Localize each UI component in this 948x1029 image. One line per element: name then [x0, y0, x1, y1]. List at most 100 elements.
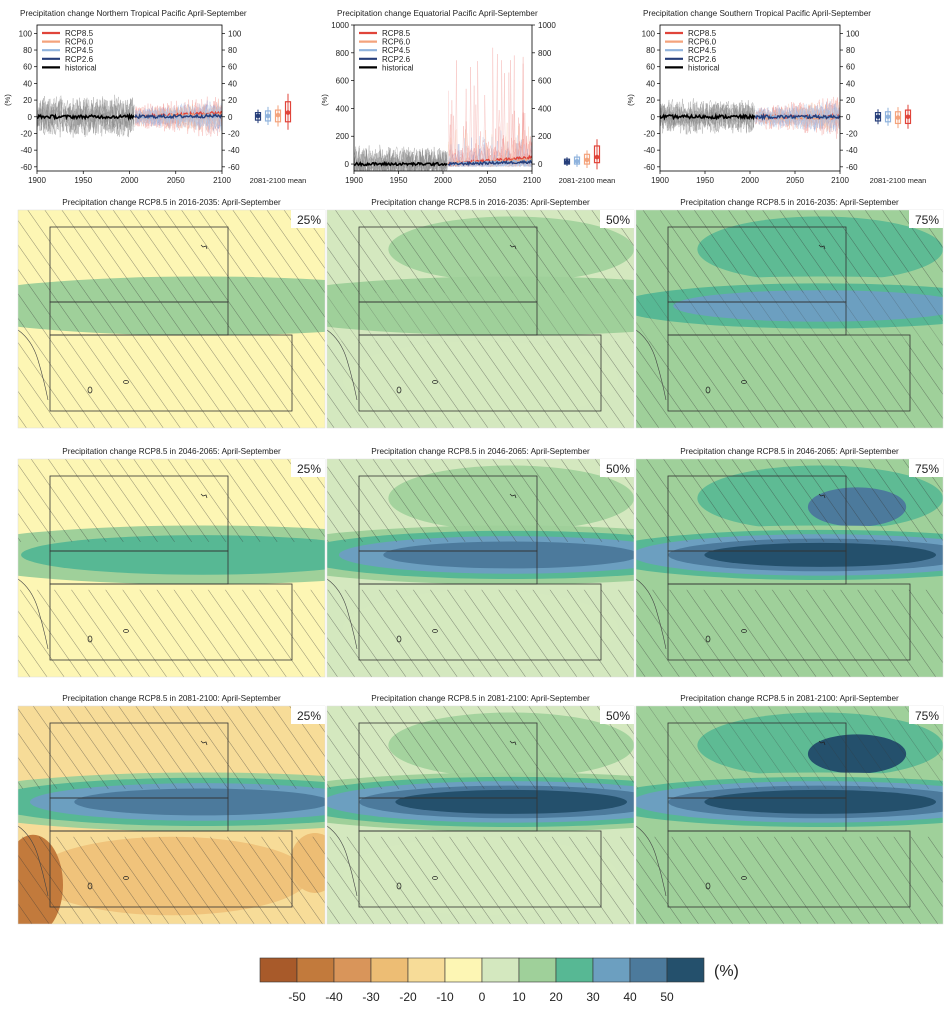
scenario-member-line [448, 72, 532, 167]
legend-label: historical [65, 63, 97, 72]
historical-mean-line [660, 112, 756, 121]
y-tick-label-right: 60 [846, 63, 855, 72]
map-area [327, 459, 634, 677]
colorbar-tick-label: -20 [399, 990, 417, 1004]
map-equatorial-band [704, 542, 937, 567]
map-frame [17, 705, 326, 925]
region-box-south [358, 334, 602, 412]
island-outline [741, 629, 747, 633]
map-hatch-north [636, 210, 943, 293]
timeseries-panel-1: Precipitation change Northern Tropical P… [3, 9, 306, 185]
scenario-member-line [134, 104, 222, 132]
map-area [18, 210, 325, 428]
map-hatch-south [636, 340, 943, 428]
plot-frame [659, 24, 841, 172]
mean-dot-RCP4.5 [885, 114, 891, 120]
coastline [636, 578, 667, 650]
island-outline [509, 493, 517, 499]
y-tick-label-right: 100 [228, 29, 242, 38]
island-outline [396, 386, 402, 394]
map-area [327, 706, 634, 924]
map-equatorial-band [21, 535, 325, 575]
scenario-member-line [448, 47, 532, 167]
y-tick-label-right: -60 [228, 163, 240, 172]
scenario-member-line [755, 101, 840, 131]
y-tick-label-right: 40 [846, 79, 855, 88]
island-outline [123, 629, 129, 633]
plot-area [37, 94, 222, 138]
y-tick-label: 0 [28, 113, 33, 122]
y-tick-label-right: 200 [538, 132, 552, 141]
percentile-label-bg [291, 706, 325, 724]
map-hatch-south [18, 589, 325, 677]
scenario-mean-line-RCP2.6 [754, 112, 840, 121]
x-tick-label: 2100 [523, 176, 541, 185]
map-frame [326, 458, 635, 678]
y-tick-label-right: -60 [846, 163, 858, 172]
y-tick-label-right: 600 [538, 77, 552, 86]
map-title: Precipitation change RCP8.5 in 2046-2065… [371, 447, 590, 456]
percentile-label: 25% [297, 462, 321, 476]
mean-dot-RCP8.5 [285, 110, 291, 115]
map-hatch-north [327, 706, 634, 789]
map-area [636, 210, 943, 428]
scenario-member-line [134, 104, 222, 131]
mean-box-RCP8.5 [593, 145, 601, 164]
scenario-mean-line-RCP2.6 [447, 159, 532, 167]
island-outline [705, 635, 711, 643]
percentile-label-bg [600, 459, 634, 477]
percentile-label-bg [909, 459, 943, 477]
legend-label: RCP2.6 [382, 55, 411, 64]
y-tick-label: -40 [643, 146, 655, 155]
y-tick-label-right: 80 [228, 46, 237, 55]
x-tick-label: 2000 [741, 176, 759, 185]
mean-box-RCP4.5 [264, 110, 272, 122]
percentile-label: 50% [606, 709, 630, 723]
colorbar-swatch [481, 957, 520, 983]
plot-area [354, 47, 532, 171]
map-frame [326, 209, 635, 429]
y-tick-label: 60 [646, 63, 655, 72]
percentile-label: 75% [915, 709, 939, 723]
scenario-member-line [755, 105, 840, 130]
mean-box-RCP6.0 [274, 109, 282, 123]
colorbar-tick-label: -40 [325, 990, 343, 1004]
coastline [327, 329, 358, 401]
colorbar-tick-label: 50 [660, 990, 674, 1004]
x-tick-label: 2000 [121, 176, 139, 185]
scenario-member-line [448, 152, 532, 168]
map-frame [635, 209, 944, 429]
island-outline [200, 740, 208, 746]
map-title: Precipitation change RCP8.5 in 2016-2035… [371, 198, 590, 207]
colorbar-swatch [518, 957, 557, 983]
y-tick-label-right: -40 [846, 146, 858, 155]
y-tick-label: 20 [23, 96, 32, 105]
map-hatch-south [327, 836, 634, 924]
colorbar-tick-label: 10 [512, 990, 526, 1004]
legend-label: RCP4.5 [382, 46, 411, 55]
y-tick-label-right: 80 [846, 46, 855, 55]
map-panel-r1-c2: Precipitation change RCP8.5 in 2016-2035… [326, 198, 635, 429]
percentile-label-bg [600, 706, 634, 724]
y-axis-label: (%) [626, 94, 635, 106]
y-tick-label-right: 20 [228, 96, 237, 105]
mean-dot-RCP2.6 [875, 114, 881, 120]
percentile-label: 75% [915, 213, 939, 227]
colorbar-swatch [555, 957, 594, 983]
y-tick-label: 100 [19, 29, 33, 38]
y-tick-label: 600 [336, 77, 350, 86]
map-hatch-south [327, 340, 634, 428]
mean-label: 2081-2100 mean [250, 176, 307, 185]
y-tick-label-right: 20 [846, 96, 855, 105]
percentile-label-bg [600, 210, 634, 228]
map-area [18, 706, 325, 924]
plot-area [660, 96, 840, 139]
legend-label: RCP4.5 [688, 46, 717, 55]
y-tick-label: 0 [651, 113, 656, 122]
scenario-member-line [755, 103, 840, 129]
map-equatorial-band [704, 789, 937, 814]
y-tick-label-right: 400 [538, 104, 552, 113]
mean-box-RCP2.6 [874, 111, 882, 122]
map-equatorial-band [395, 789, 628, 814]
